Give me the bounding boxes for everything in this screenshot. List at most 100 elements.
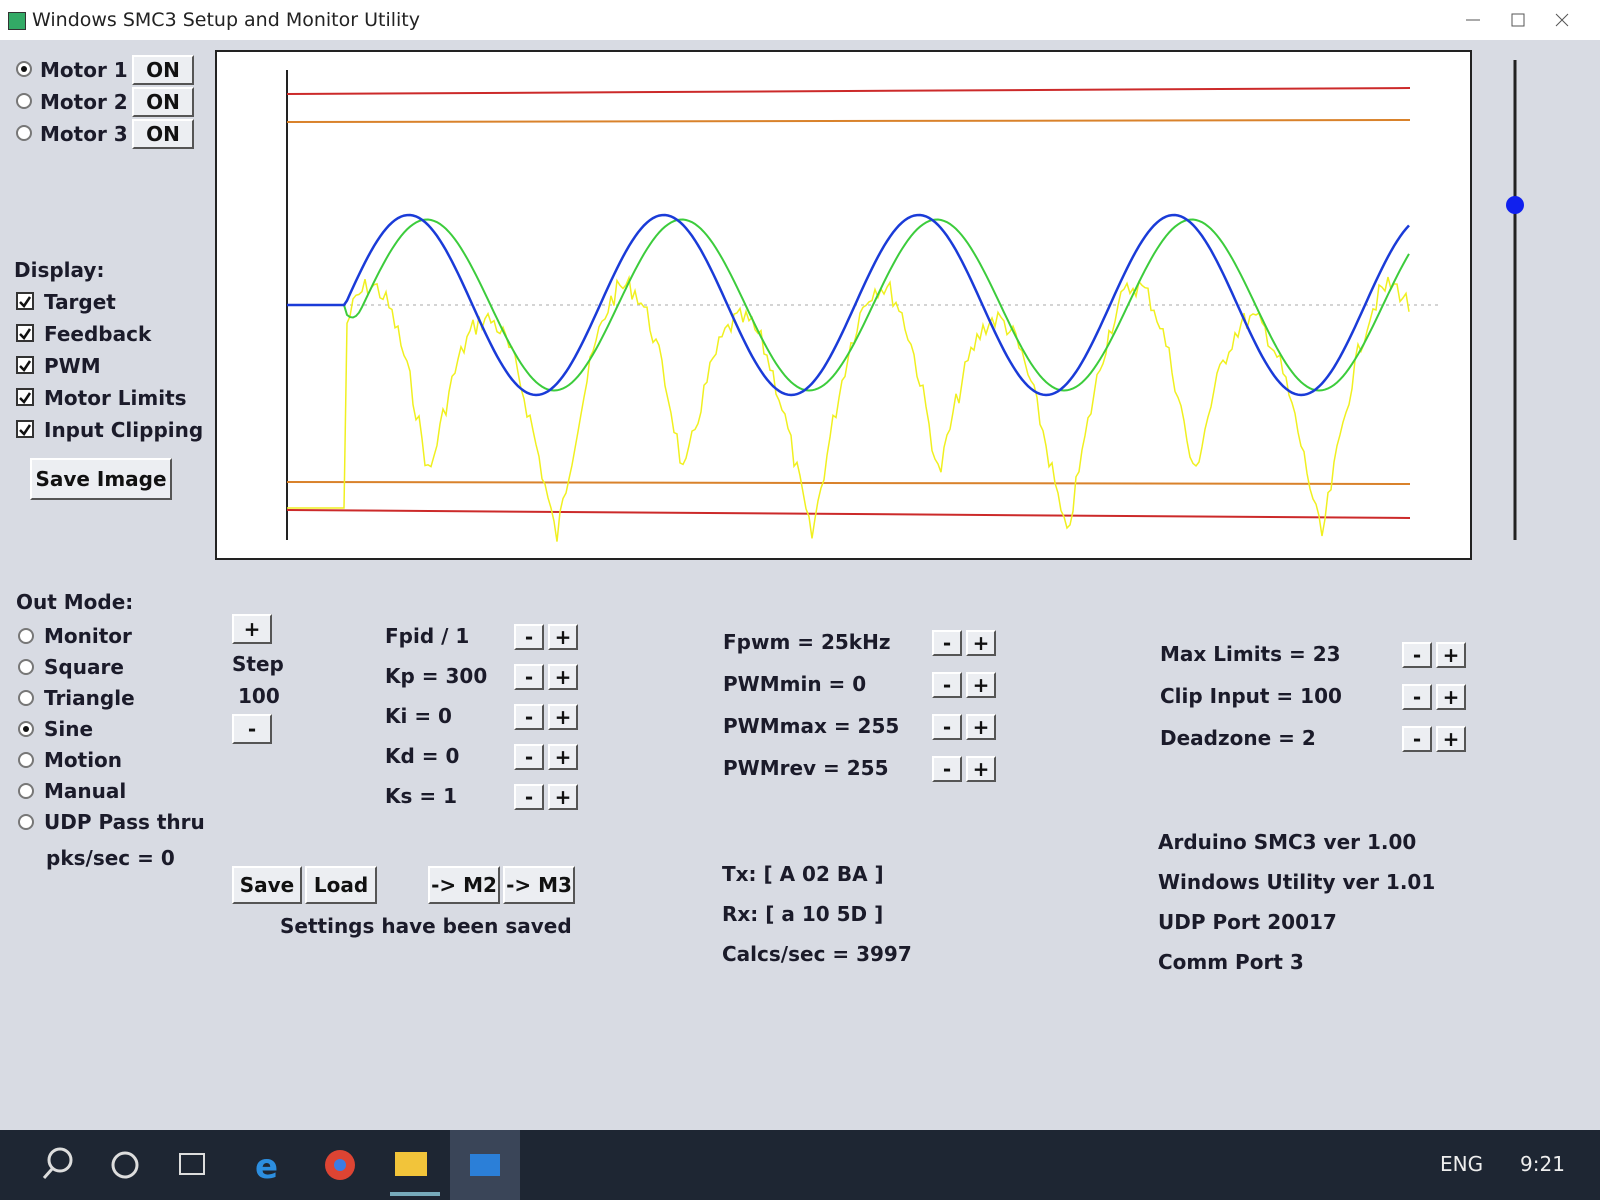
version-info: Comm Port 3: [1158, 950, 1304, 974]
taskbar-icons[interactable]: e: [0, 1130, 900, 1200]
motor-label[interactable]: Motor 3: [40, 122, 128, 146]
action-button[interactable]: -> M3: [503, 866, 575, 904]
limit-param: Clip Input = 100: [1160, 684, 1342, 708]
plus-button[interactable]: +: [1436, 726, 1466, 752]
radio-button[interactable]: [18, 783, 34, 799]
slider[interactable]: [1500, 55, 1530, 545]
radio-button[interactable]: [18, 628, 34, 644]
display-option[interactable]: Motor Limits: [44, 386, 187, 410]
step-minus-button[interactable]: -: [232, 714, 272, 744]
out-mode-option[interactable]: Monitor: [44, 624, 132, 648]
clock[interactable]: 9:21: [1520, 1152, 1565, 1176]
minus-button[interactable]: -: [1402, 726, 1432, 752]
display-option[interactable]: Input Clipping: [44, 418, 204, 442]
out-mode-option[interactable]: Motion: [44, 748, 123, 772]
pwm-param: PWMmax = 255: [723, 714, 900, 738]
pid-param: Ks = 1: [385, 784, 458, 808]
window-controls[interactable]: [1460, 6, 1580, 34]
svg-text:e: e: [255, 1147, 278, 1187]
minus-button[interactable]: -: [514, 664, 544, 690]
checkbox[interactable]: [16, 324, 34, 342]
display-option[interactable]: PWM: [44, 354, 101, 378]
version-info: UDP Port 20017: [1158, 910, 1337, 934]
minus-button[interactable]: -: [1402, 684, 1432, 710]
checkbox[interactable]: [16, 356, 34, 374]
minus-button[interactable]: -: [514, 624, 544, 650]
plus-button[interactable]: +: [548, 664, 578, 690]
out-mode-option[interactable]: UDP Pass thru: [44, 810, 205, 834]
language[interactable]: ENG: [1440, 1152, 1484, 1176]
motor-on-button[interactable]: ON: [132, 87, 194, 117]
checkbox[interactable]: [16, 420, 34, 438]
version-info: Windows Utility ver 1.01: [1158, 870, 1436, 894]
radio-button[interactable]: [18, 690, 34, 706]
step-plus-button[interactable]: +: [232, 614, 272, 644]
display-option[interactable]: Feedback: [44, 322, 152, 346]
plus-button[interactable]: +: [548, 624, 578, 650]
taskbar: e ENG 9:21: [0, 1130, 1600, 1200]
step-value: 100: [238, 684, 280, 708]
plus-button[interactable]: +: [966, 672, 996, 698]
plus-button[interactable]: +: [966, 756, 996, 782]
radio-button[interactable]: [16, 61, 32, 77]
out-mode-option[interactable]: Square: [44, 655, 124, 679]
checkbox[interactable]: [16, 388, 34, 406]
radio-button[interactable]: [16, 125, 32, 141]
action-button[interactable]: -> M2: [428, 866, 500, 904]
minus-button[interactable]: -: [514, 704, 544, 730]
check-mark: [19, 424, 32, 436]
pid-param: Fpid / 1: [385, 624, 470, 648]
motor-on-button[interactable]: ON: [132, 119, 194, 149]
target-trace: [287, 213, 1410, 397]
limit-param: Max Limits = 23: [1160, 642, 1341, 666]
title-bar: Windows SMC3 Setup and Monitor Utility: [0, 0, 1600, 40]
pid-param: Kd = 0: [385, 744, 460, 768]
pid-param: Kp = 300: [385, 664, 488, 688]
check-mark: [19, 360, 32, 372]
out-mode-option[interactable]: Manual: [44, 779, 127, 803]
radio-button[interactable]: [18, 752, 34, 768]
motor-on-button[interactable]: ON: [132, 55, 194, 85]
out-mode-option[interactable]: Triangle: [44, 686, 135, 710]
action-button[interactable]: Save: [232, 866, 302, 904]
display-option[interactable]: Target: [44, 290, 116, 314]
action-button[interactable]: Load: [305, 866, 377, 904]
out-mode-label: Out Mode:: [16, 590, 134, 614]
minus-button[interactable]: -: [1402, 642, 1432, 668]
minus-button[interactable]: -: [514, 784, 544, 810]
plus-button[interactable]: +: [966, 630, 996, 656]
minus-button[interactable]: -: [932, 756, 962, 782]
out-mode-option[interactable]: Sine: [44, 717, 94, 741]
pid-param: Ki = 0: [385, 704, 452, 728]
radio-button[interactable]: [18, 659, 34, 675]
save-image-button[interactable]: Save Image: [30, 458, 172, 500]
minus-button[interactable]: -: [932, 714, 962, 740]
radio-button[interactable]: [18, 721, 34, 737]
pwm-param: PWMrev = 255: [723, 756, 889, 780]
plus-button[interactable]: +: [966, 714, 996, 740]
radio-button[interactable]: [16, 93, 32, 109]
plus-button[interactable]: +: [1436, 684, 1466, 710]
display-label: Display:: [14, 258, 105, 282]
plus-button[interactable]: +: [1436, 642, 1466, 668]
window-title: Windows SMC3 Setup and Monitor Utility: [32, 9, 420, 31]
check-mark: [19, 392, 32, 404]
motor-label[interactable]: Motor 2: [40, 90, 128, 114]
motor-label[interactable]: Motor 1: [40, 58, 128, 82]
plus-button[interactable]: +: [548, 704, 578, 730]
plus-button[interactable]: +: [548, 784, 578, 810]
radio-button[interactable]: [18, 814, 34, 830]
limit-param: Deadzone = 2: [1160, 726, 1316, 750]
app-icon: [8, 12, 26, 30]
check-mark: [19, 328, 32, 340]
plus-button[interactable]: +: [548, 744, 578, 770]
pwm-trace: [287, 274, 1410, 542]
step-label: Step: [232, 652, 284, 676]
minus-button[interactable]: -: [514, 744, 544, 770]
minus-button[interactable]: -: [932, 630, 962, 656]
version-info: Arduino SMC3 ver 1.00: [1158, 830, 1417, 854]
checkbox[interactable]: [16, 292, 34, 310]
minus-button[interactable]: -: [932, 672, 962, 698]
pwm-param: Fpwm = 25kHz: [723, 630, 891, 654]
